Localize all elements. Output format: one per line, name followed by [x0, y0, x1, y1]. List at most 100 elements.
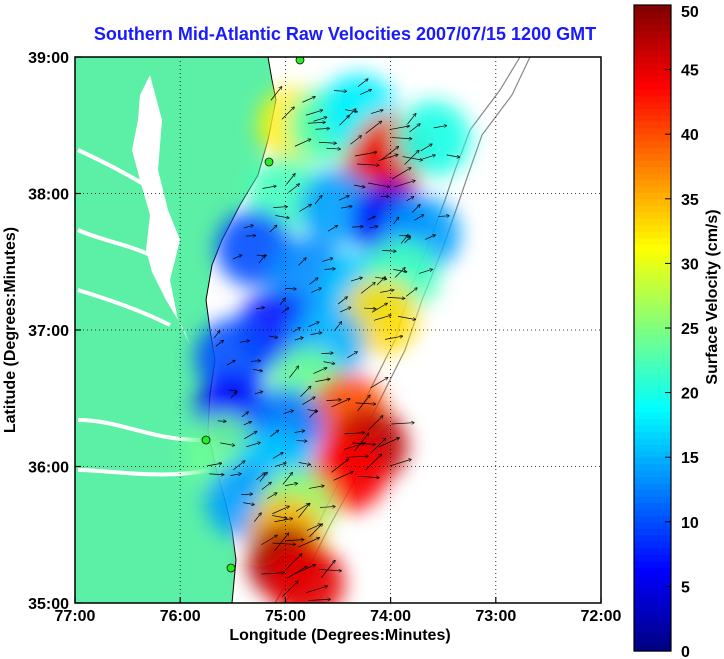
colorbar-segment: [634, 418, 671, 426]
colorbar-segment: [634, 224, 671, 232]
velocity-arrow: [271, 515, 287, 518]
velocity-arrow: [294, 431, 304, 433]
colorbar-tick-label: 25: [681, 321, 699, 338]
velocity-arrow: [243, 502, 254, 505]
velocity-arrow: [350, 136, 361, 145]
radar-station-marker: [201, 435, 211, 445]
colorbar-tick-label: 5: [681, 579, 690, 596]
velocity-arrow: [302, 397, 314, 405]
colorbar-segment: [634, 179, 671, 187]
velocity-arrow: [254, 513, 261, 522]
velocity-arrow: [267, 493, 276, 499]
velocity-arrow: [308, 486, 324, 489]
velocity-arrow: [300, 386, 310, 397]
colorbar-segment: [634, 547, 671, 555]
colorbar-segment: [634, 618, 671, 626]
velocity-arrow: [268, 336, 277, 338]
colorbar-segment: [634, 198, 671, 206]
colorbar-segment: [634, 315, 671, 323]
velocity-arrow: [298, 258, 306, 266]
velocity-arrow: [310, 333, 321, 335]
radar-station-marker: [226, 563, 236, 573]
colorbar-segment: [634, 160, 671, 168]
velocity-arrow: [357, 164, 379, 165]
velocity-arrow: [274, 463, 286, 467]
velocity-arrow: [311, 288, 321, 293]
plot-area: [75, 57, 601, 603]
colorbar-segment: [634, 295, 671, 303]
velocity-arrow: [243, 225, 253, 229]
velocity-arrow: [364, 308, 376, 309]
velocity-arrow: [391, 168, 411, 180]
colorbar-segment: [634, 450, 671, 458]
x-axis-label: Longitude (Degrees:Minutes): [229, 627, 450, 644]
velocity-arrow: [404, 150, 419, 165]
velocity-arrow: [333, 472, 354, 481]
x-tick-label: 73:00: [475, 608, 516, 625]
velocity-arrow: [286, 174, 295, 185]
velocity-arrow: [313, 368, 326, 374]
velocity-arrow: [446, 154, 460, 157]
colorbar-segment: [634, 405, 671, 413]
colorbar-segment: [634, 56, 671, 64]
velocity-arrow: [243, 422, 251, 426]
colorbar-segment: [634, 172, 671, 181]
velocity-arrow: [368, 416, 383, 431]
velocity-arrow: [405, 288, 417, 297]
velocity-arrow: [374, 276, 386, 279]
colorbar-segment: [634, 347, 671, 355]
velocity-arrow: [347, 352, 357, 358]
velocity-arrow: [326, 148, 340, 149]
velocity-arrow: [294, 338, 303, 341]
velocity-arrow: [294, 139, 311, 147]
colorbar-segment: [634, 631, 671, 639]
chesapeake-bay: [132, 75, 190, 345]
velocity-arrow: [387, 297, 405, 298]
colorbar-segment: [634, 644, 671, 652]
velocity-arrow: [232, 255, 242, 260]
velocity-arrow: [394, 268, 405, 278]
colorbar-segment: [634, 612, 671, 620]
velocity-arrow: [289, 366, 298, 378]
velocity-arrow: [357, 476, 379, 477]
colorbar-segment: [634, 489, 671, 497]
colorbar-segment: [634, 373, 671, 381]
velocity-arrow: [370, 438, 386, 454]
colorbar-segment: [634, 250, 671, 258]
velocity-arrow: [353, 184, 365, 187]
velocity-arrow: [334, 322, 341, 331]
colorbar-tick-label: 10: [681, 515, 699, 532]
y-tick-label: 38:00: [28, 187, 69, 204]
velocity-arrow: [419, 269, 432, 274]
velocity-arrow: [323, 361, 334, 364]
velocity-arrow: [391, 138, 412, 139]
velocity-arrow: [287, 566, 307, 579]
colorbar-segment: [634, 205, 671, 213]
colorbar-segment: [634, 411, 671, 420]
velocity-arrow: [380, 290, 393, 293]
velocity-arrow: [239, 341, 249, 343]
colorbar-segment: [634, 508, 671, 516]
velocity-arrow: [404, 237, 411, 244]
velocity-arrow: [338, 196, 349, 201]
velocity-arrow: [433, 126, 447, 129]
velocity-arrow: [308, 599, 330, 600]
velocity-arrow: [391, 423, 414, 424]
velocity-arrow: [245, 236, 255, 237]
colorbar-segment: [634, 321, 671, 329]
velocity-arrow: [270, 87, 282, 101]
colorbar-segment: [634, 560, 671, 568]
velocity-vectors: [207, 79, 459, 600]
colorbar-segment: [634, 114, 671, 122]
colorbar-tick-label: 0: [681, 644, 690, 659]
x-tick-label: 74:00: [370, 608, 411, 625]
colorbar-segment: [634, 534, 671, 542]
velocity-arrow: [233, 461, 244, 471]
colorbar-segment: [634, 476, 671, 484]
velocity-arrow: [422, 155, 435, 160]
colorbar-segment: [634, 515, 671, 523]
velocity-arrow: [302, 97, 315, 103]
velocity-arrow: [321, 353, 332, 354]
velocity-arrow: [230, 392, 237, 399]
